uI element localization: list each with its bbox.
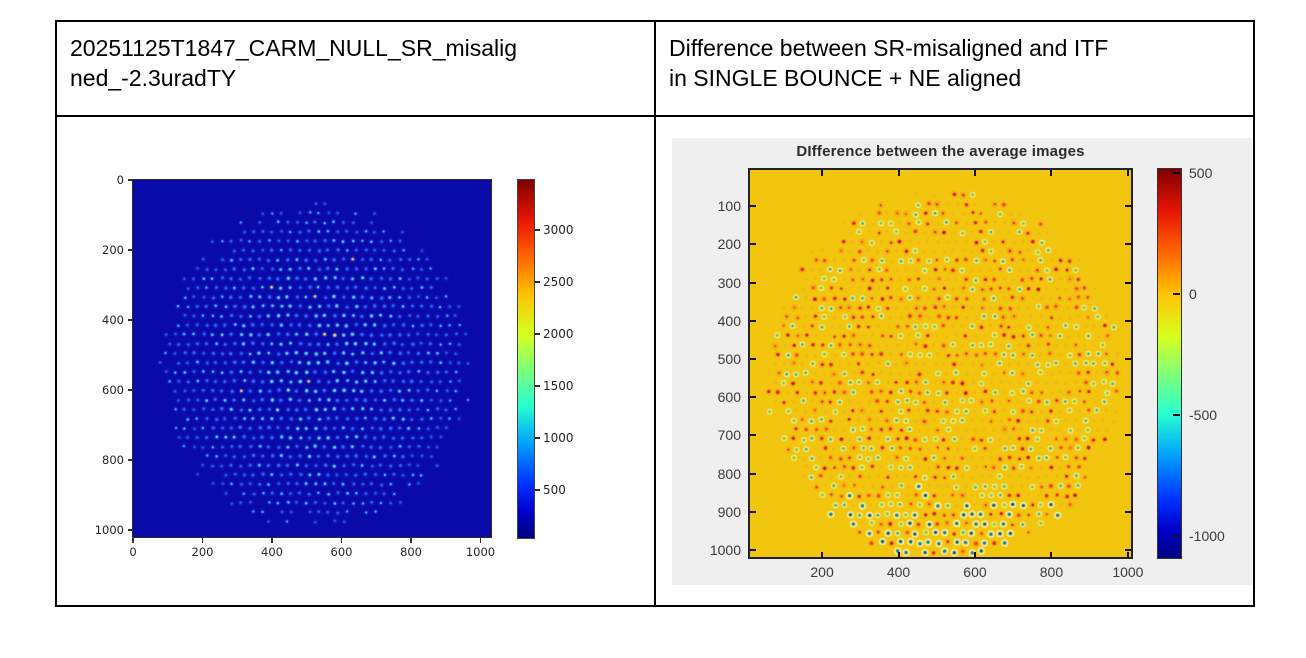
- left-heatmap: [132, 179, 492, 538]
- right-plot-title: DIfference between the average images: [796, 143, 1085, 160]
- left-heatmap-canvas: [133, 180, 491, 537]
- table-border: [55, 20, 1255, 607]
- right-heatmap: [748, 168, 1133, 559]
- right-header-cell[interactable]: Difference between SR-misaligned and ITF…: [669, 33, 1247, 93]
- left-header-line1: 20251125T1847_CARM_NULL_SR_misalig: [70, 35, 518, 61]
- right-colorbar: [1157, 168, 1182, 559]
- left-header-cell[interactable]: 20251125T1847_CARM_NULL_SR_misalig ned_-…: [70, 33, 648, 93]
- left-header-line2: ned_-2.3uradTY: [70, 65, 237, 91]
- right-heatmap-canvas: [750, 170, 1131, 557]
- right-header-line2: in SINGLE BOUNCE + NE aligned: [669, 65, 1022, 91]
- left-colorbar: [517, 179, 535, 539]
- right-header-line1: Difference between SR-misaligned and ITF: [669, 35, 1109, 61]
- table-column-divider: [654, 22, 656, 605]
- table-row-divider: [57, 115, 1253, 117]
